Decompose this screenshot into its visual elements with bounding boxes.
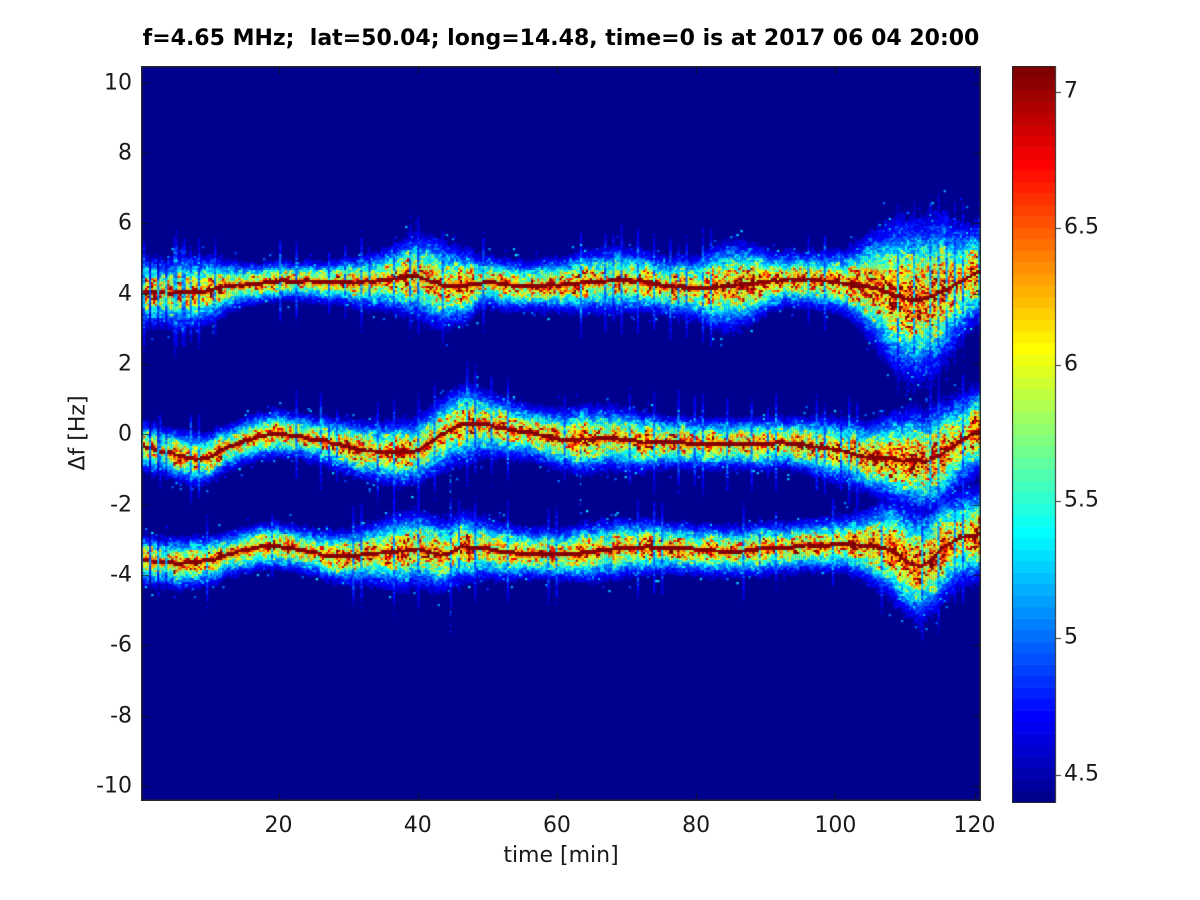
y-tick-label: -4 [110,562,132,588]
y-tick-label: 8 [118,140,132,166]
y-tick-label: -6 [110,632,132,658]
x-tick-label: 60 [542,813,571,838]
y-tick-label: 4 [118,281,132,307]
colorbar [1012,66,1064,803]
y-tick-label: 2 [118,351,132,377]
colorbar-tick-label: 5.5 [1064,487,1099,513]
y-tick-label: -2 [110,492,132,518]
y-tick-label: 6 [118,210,132,236]
colorbar-tick-label: 4.5 [1064,761,1099,787]
y-tick-label: -8 [110,703,132,729]
x-tick-label: 120 [953,813,996,838]
colorbar-tick-label: 6.5 [1064,214,1099,240]
x-tick-label: 20 [264,813,293,838]
y-tick-label: -10 [96,773,132,799]
spectrogram-heatmap [141,66,981,801]
x-axis-label: time [min] [503,843,619,868]
y-axis-label: Δf [Hz] [65,395,91,471]
x-tick-label: 100 [814,813,857,838]
x-tick-label: 80 [682,813,711,838]
colorbar-tick-label: 7 [1064,78,1078,104]
x-tick-label: 40 [403,813,432,838]
colorbar-tick-label: 6 [1064,351,1078,377]
y-tick-label: 10 [104,70,132,96]
y-tick-label: 0 [118,421,132,447]
colorbar-tick-label: 5 [1064,624,1078,650]
chart-title: f=4.65 MHz; lat=50.04; long=14.48, time=… [142,26,980,51]
